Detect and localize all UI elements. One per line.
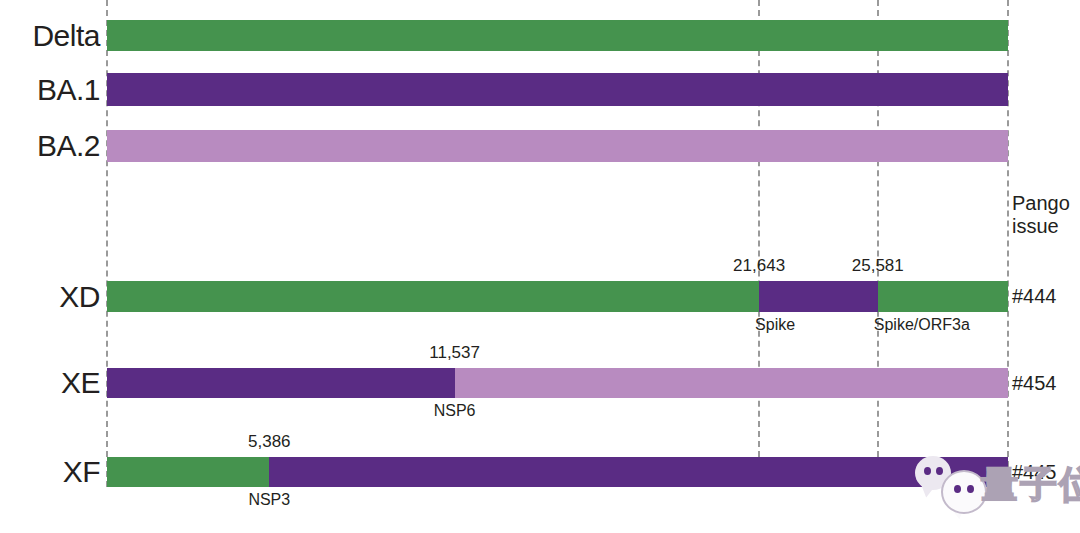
breakpoint-gene-label: NSP3 <box>199 491 339 509</box>
genome-segment-ba2 <box>455 368 1008 398</box>
row-label-ba1: BA.1 <box>0 70 100 109</box>
genome-segment-delta <box>107 457 269 487</box>
breakpoint-gene-label: Spike <box>755 316 795 334</box>
genome-segment-ba1 <box>269 457 1008 487</box>
genome-segment-ba1 <box>107 368 455 398</box>
pango-issue-header-line1: Pango <box>1012 192 1070 215</box>
genome-segment-delta <box>107 281 759 312</box>
genome-bar-delta <box>107 20 1008 51</box>
genome-segment-delta <box>107 20 1008 51</box>
wechat-bubble-eye <box>967 485 974 493</box>
genome-bar-xd <box>107 281 1008 312</box>
breakpoint-gene-label: Spike/ORF3a <box>874 316 970 334</box>
genome-bar-xe <box>107 368 1008 398</box>
row-label-ba2: BA.2 <box>0 127 100 165</box>
wechat-bubble-eye <box>936 467 943 475</box>
wechat-bubble-eye <box>954 485 961 493</box>
genome-segment-ba1 <box>107 73 1008 106</box>
genome-segment-ba2 <box>107 130 1008 162</box>
watermark-text: 量子位 <box>981 460 1080 510</box>
pango-issue-label: #444 <box>1012 281 1078 312</box>
genome-segment-delta <box>878 281 1008 312</box>
watermark: 量子位 <box>905 448 1080 518</box>
pango-issue-label: #454 <box>1012 368 1078 398</box>
genome-bar-ba1 <box>107 73 1008 106</box>
pango-issue-header-line2: issue <box>1012 215 1070 238</box>
wechat-bubble-eye <box>924 467 931 475</box>
pango-issue-header: Pango issue <box>1012 192 1070 238</box>
genome-bar-ba2 <box>107 130 1008 162</box>
genome-segment-ba1 <box>759 281 878 312</box>
breakpoint-position-label: 5,386 <box>199 432 339 452</box>
row-label-delta: Delta <box>0 17 100 54</box>
figure-canvas: DeltaBA.1BA.2XD21,643Spike25,581Spike/OR… <box>0 0 1080 533</box>
genome-bar-xf <box>107 457 1008 487</box>
breakpoint-gene-label: NSP6 <box>385 402 525 420</box>
row-label-xf: XF <box>0 454 100 490</box>
row-label-xd: XD <box>0 278 100 315</box>
breakpoint-position-label: 11,537 <box>385 343 525 363</box>
row-label-xe: XE <box>0 365 100 401</box>
breakpoint-position-label: 25,581 <box>808 256 948 276</box>
